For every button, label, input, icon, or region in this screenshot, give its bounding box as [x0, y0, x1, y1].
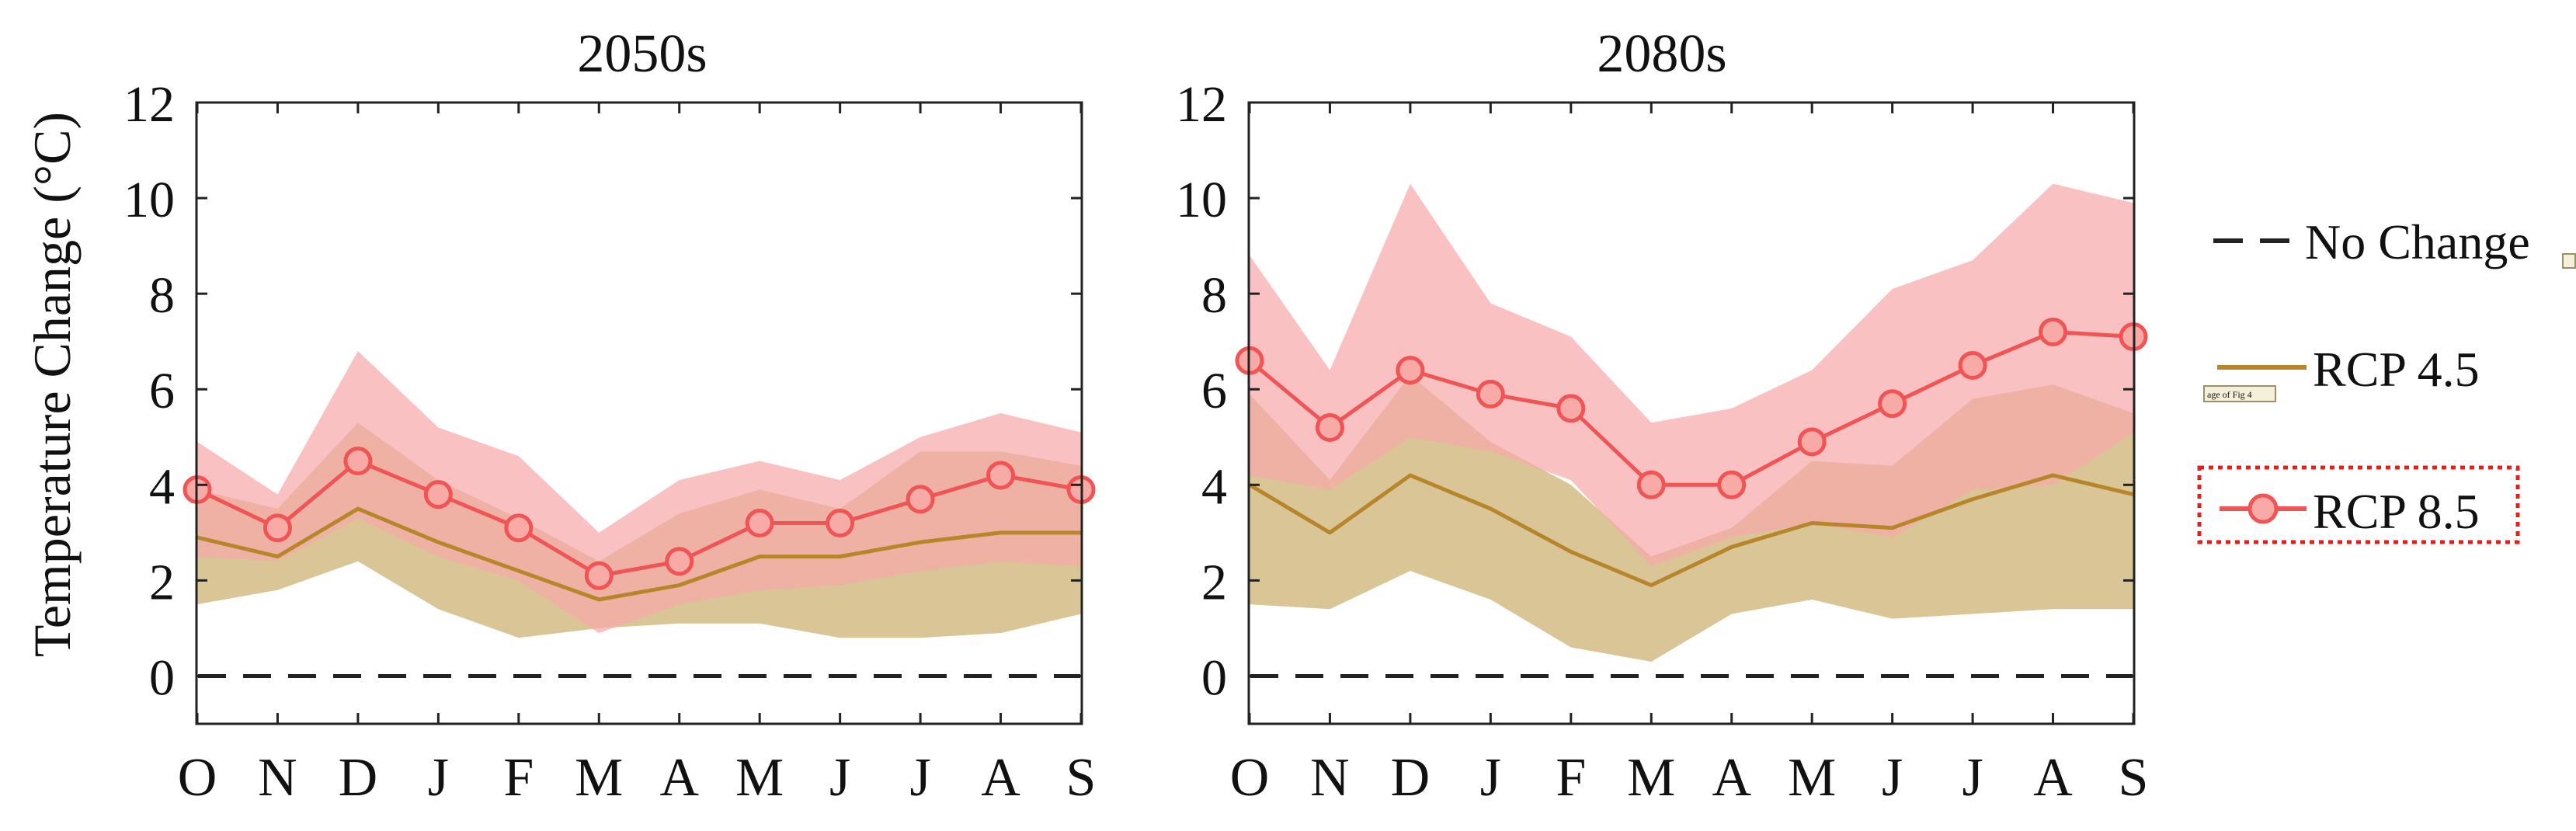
x-tick-label: N — [258, 748, 297, 808]
x-tick-label: F — [1556, 748, 1586, 808]
legend-artifact-text: age of Fig 4 — [2207, 389, 2252, 400]
x-tick-label: S — [2119, 748, 2149, 808]
x-tick-label: S — [1066, 748, 1097, 808]
x-tick-label: J — [1480, 748, 1501, 808]
rcp85-point — [423, 480, 453, 509]
rcp85-point — [986, 461, 1016, 490]
legend-rcp85-label: RCP 8.5 — [2313, 484, 2480, 539]
x-tick-label: J — [1882, 748, 1903, 808]
y-tick-label: 6 — [149, 363, 175, 419]
rcp45-mean-line — [196, 506, 1081, 602]
x-tick-label: D — [1391, 748, 1431, 808]
rcp85-point — [745, 509, 774, 538]
rcp85-point — [1797, 427, 1827, 457]
y-tick-label: 10 — [123, 172, 175, 228]
legend: No Change RCP 4.5 age of Fig 4 RCP 8.5 — [2197, 214, 2576, 544]
rcp85-range-band — [1250, 183, 2133, 566]
rcp85-point — [1476, 379, 1505, 409]
panel-title: 2050s — [577, 24, 707, 84]
x-tick-label: A — [1712, 748, 1751, 808]
x-tick-label: J — [909, 748, 930, 808]
y-tick-labels: 0 2 4 6 8 10 12 — [123, 76, 175, 706]
x-tick-label: J — [829, 748, 850, 808]
x-tick-label: A — [659, 748, 699, 808]
y-tick-label: 8 — [1201, 267, 1227, 324]
legend-rcp45-label: RCP 4.5 — [2313, 342, 2480, 397]
legend-no-change-label: No Change — [2305, 214, 2530, 269]
x-tick-label: M — [1627, 748, 1675, 808]
x-tick-label: M — [1788, 748, 1836, 808]
y-tick-label: 2 — [1201, 554, 1227, 610]
rcp85-point — [2039, 317, 2068, 346]
x-tick-label: F — [503, 748, 534, 808]
x-tick-label: A — [2033, 748, 2073, 808]
x-tick-label: J — [428, 748, 449, 808]
y-tick-label: 4 — [149, 458, 175, 515]
legend-highlight-box — [2197, 465, 2520, 544]
y-tick-label: 12 — [123, 76, 175, 133]
panel-axes — [195, 101, 1083, 725]
rcp85-point — [1958, 350, 1987, 380]
x-tick-label: O — [178, 748, 217, 808]
x-tick-label: O — [1230, 748, 1270, 808]
y-tick-label: 4 — [1201, 458, 1227, 515]
rcp85-point — [504, 513, 534, 543]
rcp85-point — [343, 447, 373, 476]
y-tick-label: 8 — [149, 267, 175, 324]
y-axis-label: Temperature Change (°C) — [23, 112, 82, 657]
rcp85-range-band — [197, 351, 1081, 634]
rcp85-point — [1636, 470, 1666, 499]
legend-rcp85-marker — [2247, 493, 2279, 524]
rcp45-mean-line — [1248, 473, 2134, 588]
x-tick-label: A — [981, 748, 1020, 808]
legend-artifact-box — [2203, 385, 2276, 402]
axes-frame — [1247, 101, 2136, 725]
x-tick-label: J — [1962, 748, 1983, 808]
rcp85-point — [906, 485, 935, 514]
x-tick-label: N — [1310, 748, 1350, 808]
y-tick-label: 0 — [149, 649, 175, 706]
rcp85-point — [584, 561, 614, 590]
panel-lines — [1248, 329, 2134, 588]
x-tick-label: D — [339, 748, 378, 808]
panel-bands — [197, 351, 1081, 638]
rcp85-point — [665, 547, 694, 576]
rcp85-point — [262, 513, 292, 543]
rcp85-point — [1396, 356, 1425, 385]
y-tick-label: 10 — [1176, 172, 1227, 228]
rcp85-point — [826, 509, 855, 538]
rcp85-point — [1717, 470, 1747, 499]
y-tick-label: 12 — [1176, 76, 1227, 133]
y-tick-label: 0 — [1201, 649, 1227, 706]
panel-axes — [1247, 101, 2136, 725]
rcp85-point — [1315, 412, 1344, 442]
rcp85-point — [1878, 389, 1907, 419]
rcp85-mean-line — [1248, 329, 2134, 487]
panel-bands — [1250, 183, 2133, 662]
y-tick-label: 6 — [1201, 363, 1227, 419]
panel-title: 2080s — [1597, 24, 1726, 84]
legend-artifact-box — [2562, 253, 2576, 269]
x-tick-label: M — [735, 748, 784, 808]
axes-frame — [195, 101, 1083, 725]
rcp85-point — [1556, 394, 1586, 423]
y-tick-labels: 0 2 4 6 8 10 12 — [1176, 76, 1227, 706]
y-tick-label: 2 — [149, 554, 175, 610]
panel-markers — [183, 447, 1096, 590]
x-tick-label: M — [575, 748, 623, 808]
